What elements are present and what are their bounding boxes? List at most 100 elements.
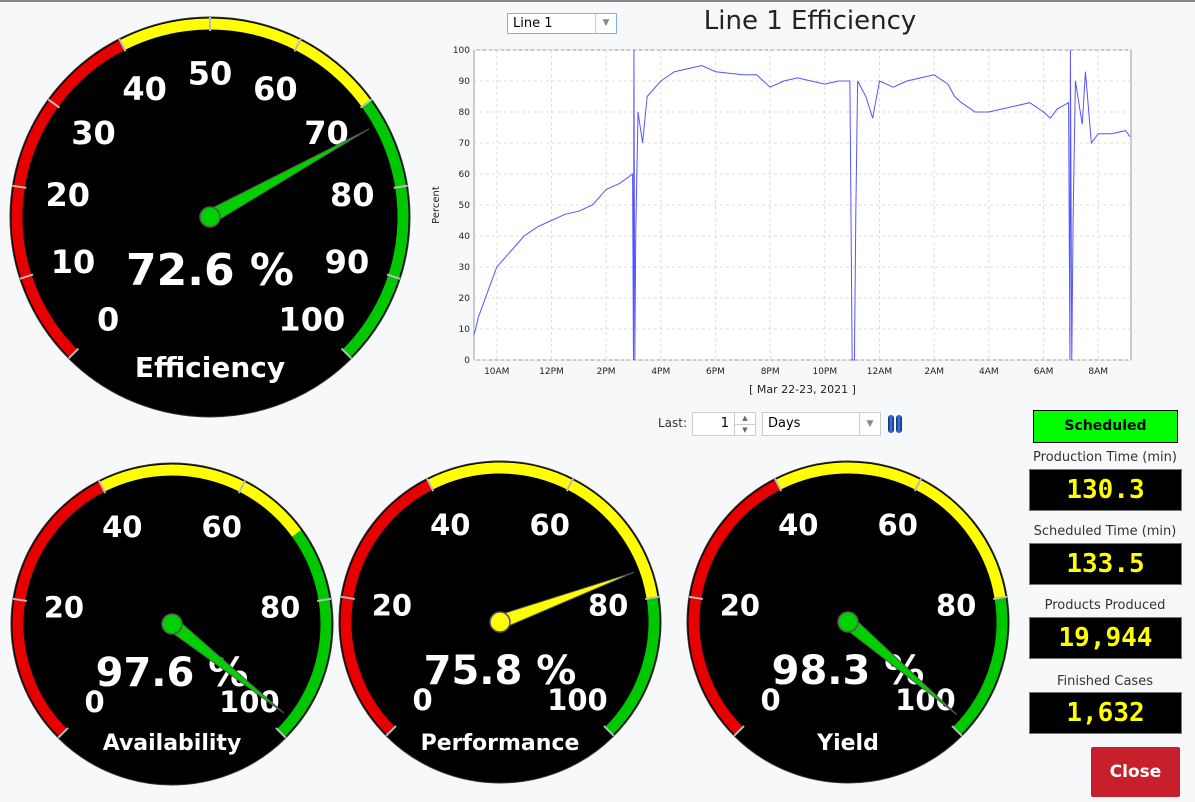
x-tick-label: 6AM [1034,367,1054,377]
gauge-tick [47,98,61,109]
gauge-tick-label: 0 [84,685,104,719]
gauge-needle-hub [837,611,859,633]
chevron-down-icon: ▼ [859,413,880,435]
gauge-tick [98,480,107,494]
x-tick-label: 4PM [651,367,670,377]
y-tick-label: 50 [459,201,471,211]
gauge-value: 97.6 % [96,650,249,696]
gauge-needle-hub [161,613,183,635]
gauge-tick-label: 40 [778,508,818,542]
gauge-name: Efficiency [135,351,285,384]
gauge-tick-label: 60 [253,70,298,108]
stepper-up-icon[interactable]: ▲ [735,413,755,425]
gauge-tick-label: 80 [936,588,976,622]
gauge-tick [645,595,660,600]
gauge-tick [386,273,401,280]
x-tick-label: 2PM [597,367,616,377]
gauge-name: Availability [103,731,242,756]
gauge-tick-label: 20 [720,588,760,622]
gauge-tick [993,595,1008,600]
close-button[interactable]: Close [1091,747,1180,797]
gauge-tick-label: 30 [71,114,116,152]
scheduled-time-value: 133.5 [1029,543,1182,585]
gauge-tick-label: 100 [278,300,345,338]
gauge-tick [913,478,922,492]
pause-icon[interactable] [888,415,904,433]
last-value-stepper[interactable]: 1 ▲ ▼ [692,412,756,436]
gauge-tick-label: 60 [878,508,918,542]
gauge-tick-label: 60 [530,508,570,542]
gauge-tick [293,38,302,52]
gauge-tick-label: 80 [330,176,375,214]
gauge-tick-label: 70 [304,114,349,152]
gauge-value: 72.6 % [126,245,294,296]
gauge-tick [393,184,408,189]
chevron-down-icon: ▼ [595,14,616,33]
gauge-tick [774,478,783,492]
gauge-name: Yield [816,731,879,756]
scheduled-time-label: Scheduled Time (min) [1033,524,1177,539]
gauge-tick [565,478,574,492]
gauge-tick-label: 100 [547,683,608,717]
gauge-tick-label: 80 [260,590,300,624]
gauge-zone-yellow [99,464,302,537]
gauge-tick [733,725,745,737]
gauge-zone-green [277,530,332,737]
gauge-tick-label: 40 [102,510,142,544]
gauge-tick-label: 90 [325,243,370,281]
gauge-value: 75.8 % [424,648,577,694]
chart-title: Line 1 Efficiency [703,6,917,36]
gauge-tick-label: 20 [372,588,412,622]
gauge-zone-yellow [119,18,371,107]
gauge-tick-label: 60 [202,510,242,544]
production-time-value: 130.3 [1029,469,1182,511]
gauge-value: 98.3 % [772,648,925,694]
gauge-tick [19,273,34,280]
gauge-tick [118,38,127,52]
y-tick-label: 80 [459,108,471,118]
gauge-tick-label: 50 [188,55,233,93]
gauge-tick [951,725,963,737]
gauge-tick [385,725,397,737]
x-axis-label: [ Mar 22-23, 2021 ] [749,383,856,396]
y-tick-label: 20 [459,294,471,304]
y-tick-label: 0 [464,356,470,366]
x-tick-label: 2AM [924,367,944,377]
gauge-tick-label: 20 [46,176,91,214]
x-tick-label: 4AM [979,367,999,377]
efficiency-chart: 0 10 20 30 40 50 60 70 80 90 100 10AM 12PM 2PM 4PM 6PM 8… [431,46,1132,396]
gauge-tick [688,595,703,600]
gauge-tick [57,727,69,739]
y-tick-label: 10 [459,325,471,335]
y-tick-label: 90 [459,77,471,87]
line-select-dropdown[interactable]: Line 1 ▼ [507,13,617,34]
x-tick-label: 12AM [867,367,892,377]
y-tick-label: 40 [459,232,471,242]
gauge-zone-green [342,100,409,358]
finished-cases-value: 1,632 [1029,692,1182,734]
gauge-tick [275,727,287,739]
last-value: 1 [720,416,729,431]
range-unit-dropdown[interactable]: Days ▼ [762,412,881,436]
x-tick-label: 6PM [706,367,725,377]
finished-cases-label: Finished Cases [1057,674,1153,689]
y-tick-label: 70 [459,139,471,149]
gauge-tick [603,725,615,737]
line-select-value: Line 1 [513,16,553,31]
gauge-tick-label: 0 [412,683,432,717]
gauge-tick [359,98,373,109]
range-unit-value: Days [768,416,801,431]
gauge-tick-label: 10 [51,243,96,281]
gauge-tick-label: 0 [97,300,119,338]
gauge-tick [67,347,80,360]
last-label: Last: [658,416,688,430]
x-tick-label: 12PM [539,367,564,377]
gauge-tick-label: 20 [44,590,84,624]
stepper-down-icon[interactable]: ▼ [742,426,748,434]
gauge-zone-green [952,597,1008,735]
x-tick-label: 8AM [1088,367,1108,377]
